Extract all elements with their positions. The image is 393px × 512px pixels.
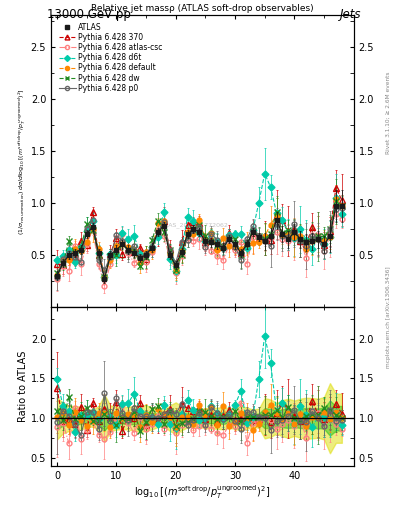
Y-axis label: Ratio to ATLAS: Ratio to ATLAS (18, 351, 28, 422)
Title: Relative jet massρ (ATLAS soft-drop observables): Relative jet massρ (ATLAS soft-drop obse… (91, 4, 314, 13)
Text: Jets: Jets (340, 8, 362, 20)
Text: mcplots.cern.ch [arXiv:1306.3436]: mcplots.cern.ch [arXiv:1306.3436] (386, 267, 391, 368)
X-axis label: $\log_{10}[(m^{\mathrm{soft\,drop}}/p_T^{\mathrm{ungroomed}})^2]$: $\log_{10}[(m^{\mathrm{soft\,drop}}/p_T^… (134, 483, 270, 501)
Text: ATLAS_2019_I1772062: ATLAS_2019_I1772062 (158, 222, 229, 228)
Text: Rivet 3.1.10; ≥ 2.6M events: Rivet 3.1.10; ≥ 2.6M events (386, 71, 391, 154)
Legend: ATLAS, Pythia 6.428 370, Pythia 6.428 atlas-csc, Pythia 6.428 d6t, Pythia 6.428 : ATLAS, Pythia 6.428 370, Pythia 6.428 at… (58, 22, 163, 94)
Text: 13000 GeV pp: 13000 GeV pp (47, 8, 131, 20)
Y-axis label: $(1/\sigma_\mathrm{resummation})\,d\sigma/d\log_{10}[(m^{\mathrm{soft\,drop}}/p_: $(1/\sigma_\mathrm{resummation})\,d\sigm… (17, 88, 28, 234)
